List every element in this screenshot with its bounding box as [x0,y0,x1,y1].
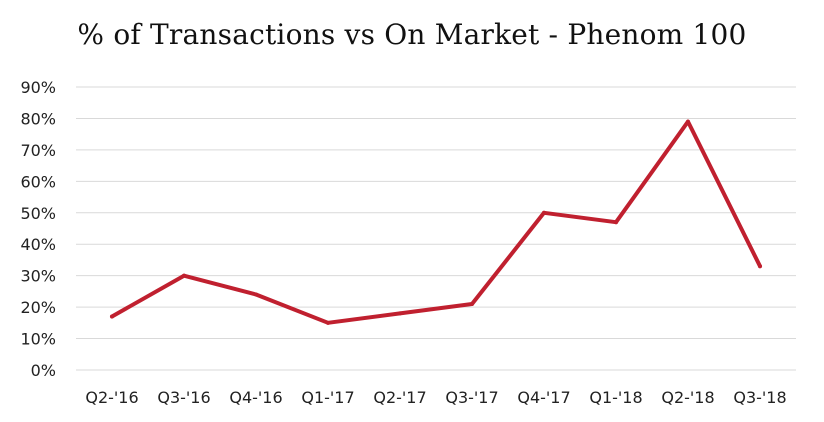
x-tick-label: Q3-'17 [445,388,498,407]
x-tick-label: Q4-'16 [229,388,282,407]
data-point [758,264,762,269]
x-tick-label: Q2-'18 [661,388,714,407]
x-tick-label: Q1-'17 [301,388,354,407]
data-point [110,314,114,319]
x-tick-label: Q3-'16 [157,388,210,407]
y-tick-label: 20% [20,298,56,317]
data-point [542,210,546,215]
series-line [110,119,762,325]
chart-title: % of Transactions vs On Market - Phenom … [77,18,747,51]
x-tick-label: Q1-'18 [589,388,642,407]
y-tick-label: 90% [20,78,56,97]
data-point [470,301,474,306]
y-tick-label: 70% [20,141,56,160]
data-point [254,292,258,297]
x-tick-label: Q4-'17 [517,388,570,407]
y-tick-label: 50% [20,204,56,223]
data-point [182,273,186,278]
y-tick-label: 80% [20,109,56,128]
data-point [326,320,330,325]
y-tick-label: 40% [20,235,56,254]
x-tick-label: Q2-'16 [85,388,138,407]
y-tick-label: 10% [20,330,56,349]
x-tick-label: Q2-'17 [373,388,426,407]
data-point [686,119,690,124]
x-tick-label: Q3-'18 [733,388,786,407]
y-tick-label: 0% [31,361,56,380]
data-point [398,311,402,316]
y-tick-label: 30% [20,267,56,286]
y-tick-label: 60% [20,172,56,191]
data-point [614,220,618,225]
